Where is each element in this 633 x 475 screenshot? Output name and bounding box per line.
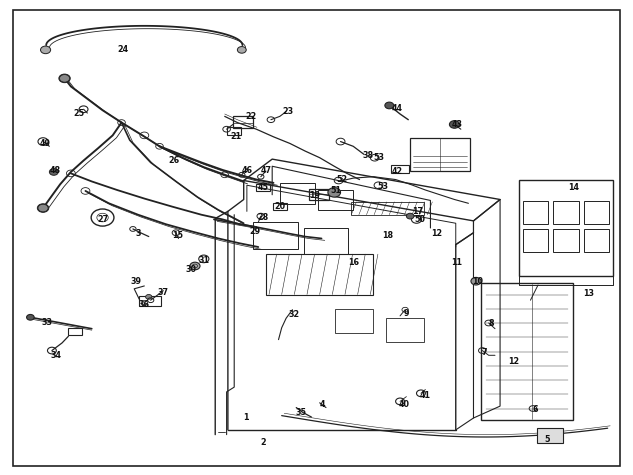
Text: 33: 33 (42, 318, 53, 326)
Text: 24: 24 (118, 46, 129, 54)
Text: 51: 51 (330, 187, 341, 195)
Text: 1: 1 (243, 414, 248, 422)
Text: 21: 21 (230, 133, 241, 141)
Text: 43: 43 (451, 120, 463, 129)
Circle shape (41, 46, 51, 54)
Text: 23: 23 (282, 107, 294, 116)
Text: 26: 26 (168, 156, 180, 165)
Bar (584, 201, 609, 224)
Text: 14: 14 (568, 183, 579, 192)
Text: 16: 16 (348, 258, 359, 266)
Bar (68, 328, 82, 335)
Text: 48: 48 (50, 166, 61, 174)
Text: 40: 40 (398, 400, 410, 409)
Circle shape (190, 262, 200, 270)
Bar (537, 428, 563, 443)
Text: 46: 46 (241, 166, 253, 174)
Text: 31: 31 (198, 256, 210, 265)
Circle shape (146, 294, 152, 299)
Text: 44: 44 (392, 104, 403, 113)
Bar (391, 165, 409, 173)
Text: 20: 20 (275, 202, 286, 211)
Bar (309, 189, 329, 200)
Text: 36: 36 (139, 301, 150, 309)
Bar (523, 201, 548, 224)
Text: 27: 27 (97, 215, 108, 224)
Text: 15: 15 (172, 231, 183, 239)
Text: 6: 6 (532, 405, 537, 414)
Text: 53: 53 (377, 182, 389, 190)
Bar (335, 309, 373, 332)
Text: 28: 28 (257, 213, 268, 222)
Bar (253, 222, 298, 249)
Text: 18: 18 (382, 231, 393, 239)
Bar (266, 254, 373, 294)
Bar (553, 229, 579, 252)
Text: 45: 45 (257, 183, 268, 192)
Circle shape (406, 213, 414, 219)
Bar (410, 138, 470, 171)
Bar (304, 228, 348, 254)
Text: 9: 9 (404, 309, 409, 318)
Text: 2: 2 (260, 438, 265, 447)
Text: 39: 39 (130, 277, 142, 285)
Text: 32: 32 (289, 310, 300, 319)
Text: 8: 8 (489, 320, 494, 328)
Bar (386, 318, 424, 342)
Bar (481, 283, 573, 420)
Bar (519, 180, 613, 276)
Circle shape (27, 314, 34, 320)
Text: 29: 29 (249, 228, 260, 236)
Text: 37: 37 (158, 288, 169, 296)
Circle shape (449, 121, 460, 128)
Text: 35: 35 (296, 408, 307, 417)
Bar (256, 184, 270, 191)
Text: 42: 42 (392, 168, 403, 176)
Bar (351, 202, 424, 215)
Text: 22: 22 (245, 112, 256, 121)
Text: 12: 12 (508, 358, 520, 366)
Bar (233, 116, 253, 128)
Bar (584, 229, 609, 252)
Text: 19: 19 (309, 191, 320, 200)
Text: 12: 12 (431, 229, 442, 238)
Text: 4: 4 (320, 400, 325, 409)
Text: 7: 7 (482, 348, 487, 357)
Bar (227, 127, 241, 135)
Bar (280, 183, 315, 204)
Circle shape (59, 74, 70, 83)
Circle shape (37, 204, 49, 212)
Text: 53: 53 (373, 153, 384, 162)
Circle shape (49, 169, 58, 175)
Circle shape (328, 188, 341, 197)
Text: 25: 25 (73, 109, 84, 117)
Bar (523, 229, 548, 252)
Text: 38: 38 (363, 152, 374, 160)
Bar (273, 203, 287, 210)
Text: 30: 30 (185, 266, 197, 274)
Text: 17: 17 (412, 207, 423, 216)
Bar (139, 296, 161, 306)
Text: 11: 11 (451, 258, 463, 266)
Bar (318, 190, 353, 210)
Text: 47: 47 (260, 166, 272, 174)
Bar (553, 201, 579, 224)
Text: 49: 49 (40, 139, 51, 148)
Text: 3: 3 (135, 229, 141, 238)
Text: 41: 41 (420, 391, 431, 399)
Text: 10: 10 (472, 277, 484, 285)
Text: 13: 13 (583, 289, 594, 298)
Text: 50: 50 (415, 215, 426, 224)
Text: 34: 34 (50, 351, 61, 360)
Text: 52: 52 (336, 175, 348, 184)
Circle shape (385, 102, 394, 109)
Text: 5: 5 (545, 435, 550, 444)
Circle shape (471, 277, 481, 285)
Circle shape (237, 47, 246, 53)
